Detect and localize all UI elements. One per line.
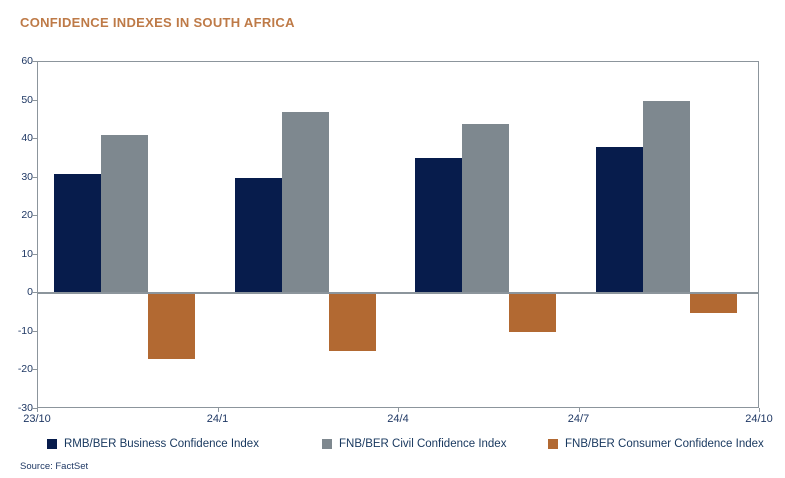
x-tick-label: 23/10	[23, 413, 51, 425]
legend-label-business: RMB/BER Business Confidence Index	[64, 438, 259, 450]
y-tick-mark	[32, 176, 37, 178]
y-tick-mark	[32, 138, 37, 140]
bar-consumer-24Q1	[328, 293, 376, 352]
legend-item-business: RMB/BER Business Confidence Index	[47, 438, 259, 450]
bar-business-24Q1	[234, 177, 282, 294]
x-tick-mark	[578, 408, 580, 412]
x-tick-mark	[37, 408, 38, 412]
y-tick-mark	[32, 215, 37, 217]
y-tick-mark	[32, 61, 37, 62]
legend-swatch-business	[47, 439, 57, 449]
y-tick-mark	[32, 292, 37, 294]
x-tick-mark	[759, 408, 760, 412]
bar-business-24Q3	[595, 146, 643, 294]
bar-consumer-24Q3	[689, 293, 737, 313]
x-tick-mark	[217, 408, 219, 412]
bar-consumer-24Q2	[509, 293, 556, 332]
y-tick-mark	[32, 253, 37, 255]
y-tick-label: 30	[21, 170, 33, 183]
legend-swatch-civil	[322, 439, 332, 449]
zero-axis-line	[38, 292, 758, 295]
source-note: Source: FactSet	[20, 461, 89, 472]
y-tick-label: -30	[17, 402, 33, 414]
y-tick-mark	[32, 99, 37, 101]
y-tick-label: 20	[21, 209, 33, 222]
y-tick-mark	[32, 330, 37, 332]
bar-civil-24Q3	[642, 100, 690, 294]
y-tick-label: 60	[21, 55, 33, 67]
legend-label-civil: FNB/BER Civil Confidence Index	[339, 438, 507, 450]
y-tick-label: 0	[27, 286, 33, 299]
x-tick-label: 24/10	[745, 413, 773, 425]
x-tick-mark	[398, 408, 399, 412]
plot-area	[37, 61, 759, 408]
y-tick-label: -20	[17, 363, 33, 376]
chart-title: CONFIDENCE INDEXES IN SOUTH AFRICA	[20, 15, 295, 30]
legend-item-consumer: FNB/BER Consumer Confidence Index	[548, 438, 764, 450]
x-tick-label: 24/1	[206, 413, 229, 425]
bar-civil-24Q1	[281, 112, 329, 294]
legend-item-civil: FNB/BER Civil Confidence Index	[322, 438, 506, 450]
bar-consumer-23Q4	[148, 293, 195, 359]
bar-business-23Q4	[54, 173, 101, 294]
legend-label-consumer: FNB/BER Consumer Confidence Index	[565, 438, 764, 450]
y-tick-label: 40	[21, 132, 33, 145]
y-tick-mark	[32, 369, 37, 371]
y-tick-label: 50	[21, 93, 33, 106]
legend-swatch-consumer	[548, 439, 558, 449]
y-tick-label: -10	[17, 324, 33, 337]
x-tick-label: 24/7	[567, 413, 590, 425]
y-tick-label: 10	[21, 247, 33, 260]
x-tick-label: 24/4	[387, 413, 409, 425]
y-tick-mark	[32, 408, 37, 409]
bar-civil-23Q4	[101, 135, 148, 294]
bar-civil-24Q2	[462, 123, 509, 294]
bar-business-24Q2	[415, 158, 462, 294]
